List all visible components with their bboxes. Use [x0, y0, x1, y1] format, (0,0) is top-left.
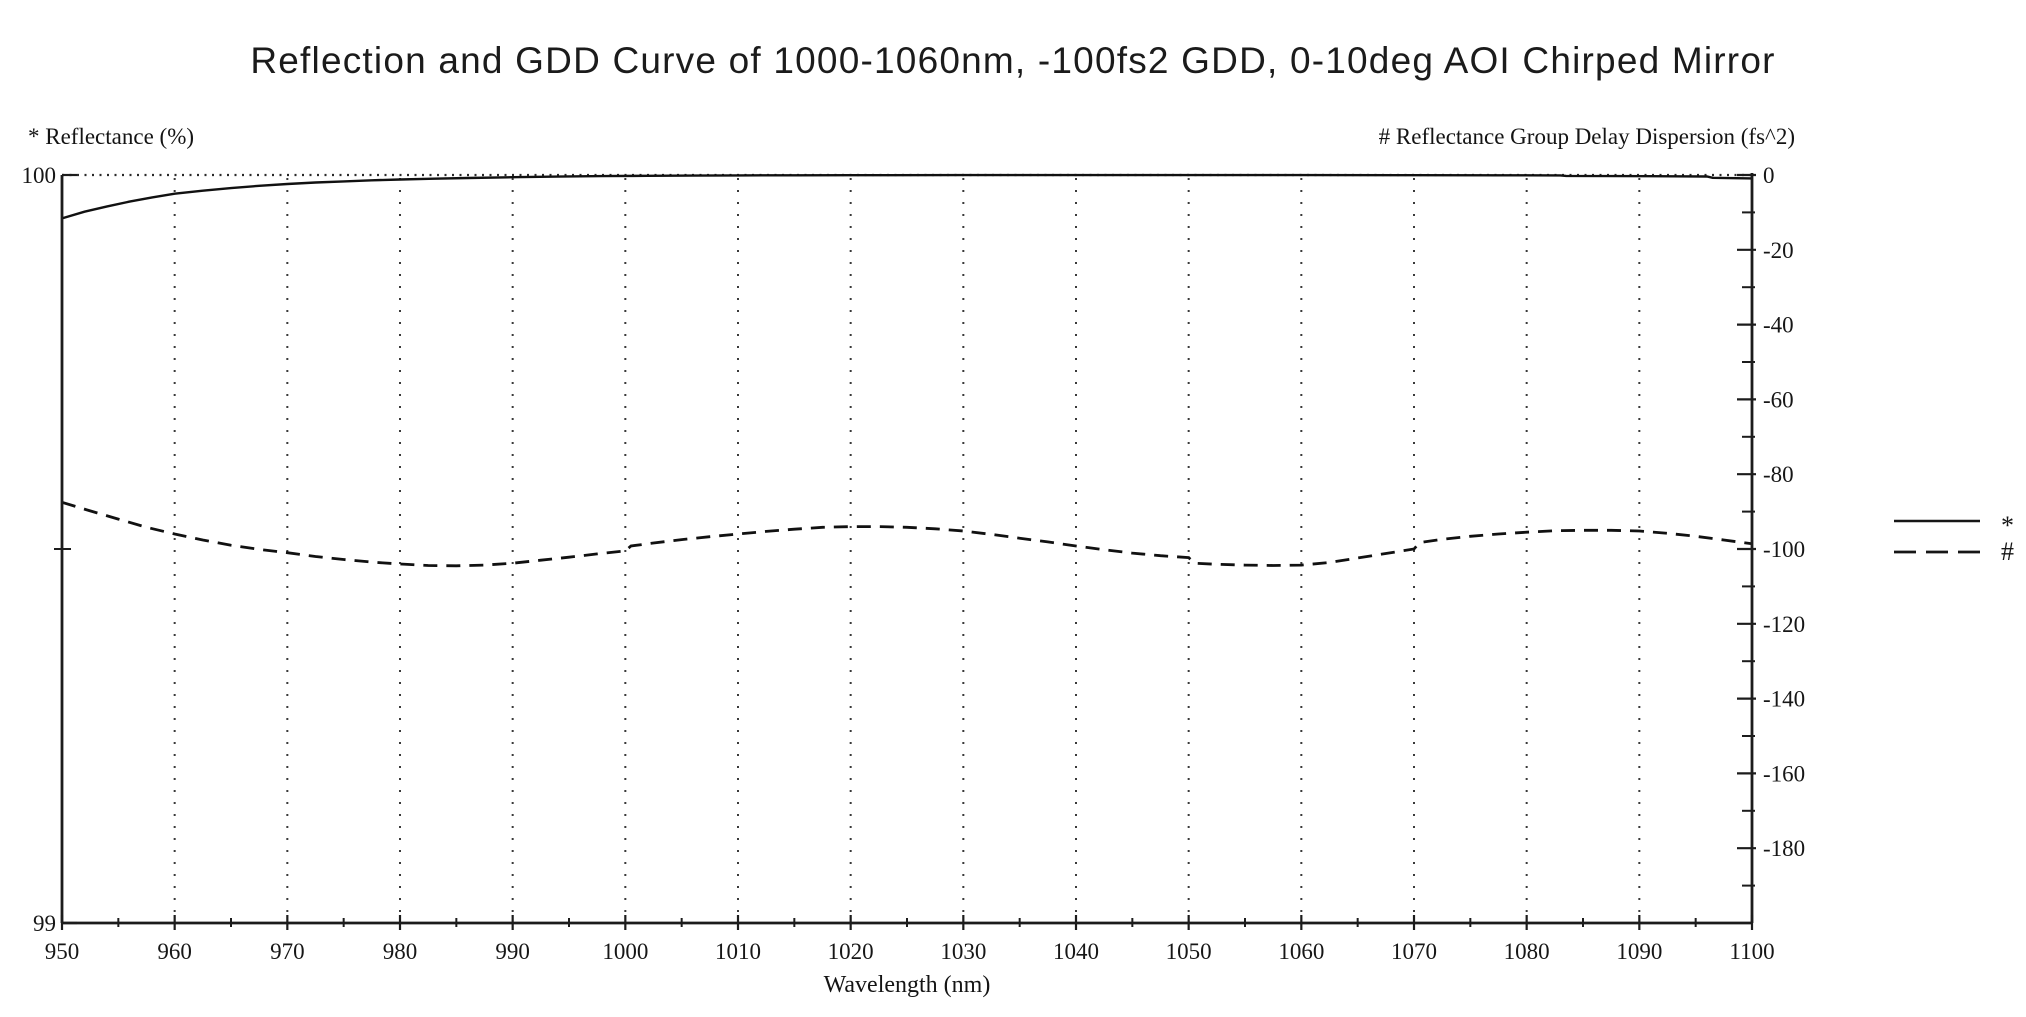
legend-symbol: *	[2001, 511, 2014, 540]
x-tick-label: 960	[157, 939, 192, 964]
x-tick-label: 950	[45, 939, 80, 964]
x-tick-label: 1050	[1166, 939, 1212, 964]
x-tick-label: 970	[270, 939, 305, 964]
right-tick-label: -120	[1763, 612, 1805, 637]
x-ticks: 950 960 970 980 990 1000 1010 1020 1030 1040 1050 1…	[45, 915, 1775, 964]
right-tick-label: -160	[1763, 761, 1805, 786]
legend-symbol: #	[2001, 537, 2014, 566]
right-tick-label: -180	[1763, 836, 1805, 861]
gdd-curve	[61, 500, 1753, 568]
x-tick-label: 1010	[715, 939, 761, 964]
right-tick-label: -100	[1763, 537, 1805, 562]
x-tick-label: 1030	[940, 939, 986, 964]
left-tick-label: 99	[33, 911, 56, 936]
right-tick-label: 0	[1763, 163, 1775, 188]
right-tick-label: -60	[1763, 387, 1794, 412]
x-tick-label: 1020	[828, 939, 874, 964]
left-axis-title: * Reflectance (%)	[28, 124, 195, 149]
x-tick-label: 990	[495, 939, 530, 964]
x-tick-label: 1090	[1616, 939, 1662, 964]
x-tick-label: 1060	[1278, 939, 1324, 964]
x-tick-label: 980	[383, 939, 418, 964]
axes	[60, 173, 1754, 925]
x-axis-title: Wavelength (nm)	[823, 972, 991, 998]
right-tick-label: -20	[1763, 238, 1794, 263]
x-tick-label: 1040	[1053, 939, 1099, 964]
x-gridlines	[173, 178, 1641, 921]
x-tick-label: 1100	[1729, 939, 1774, 964]
left-axis-ticks: 100 99	[22, 163, 77, 936]
reflectance-curve	[61, 173, 1753, 220]
x-tick-label: 1000	[602, 939, 648, 964]
right-tick-label: -80	[1763, 462, 1794, 487]
x-tick-label: 1070	[1391, 939, 1437, 964]
chart-title: Reflection and GDD Curve of 1000-1060nm,…	[250, 40, 1776, 81]
x-tick-label: 1080	[1504, 939, 1550, 964]
right-tick-label: -40	[1763, 313, 1794, 338]
legend: *#	[1894, 511, 2014, 566]
left-tick-label: 100	[22, 163, 57, 188]
right-tick-label: -140	[1763, 687, 1805, 712]
right-axis-ticks: 0 -20 -40 -60 -80 -100 -120 -140 -160 -180	[1737, 163, 1805, 887]
right-axis-title: # Reflectance Group Delay Dispersion (fs…	[1378, 124, 1795, 149]
